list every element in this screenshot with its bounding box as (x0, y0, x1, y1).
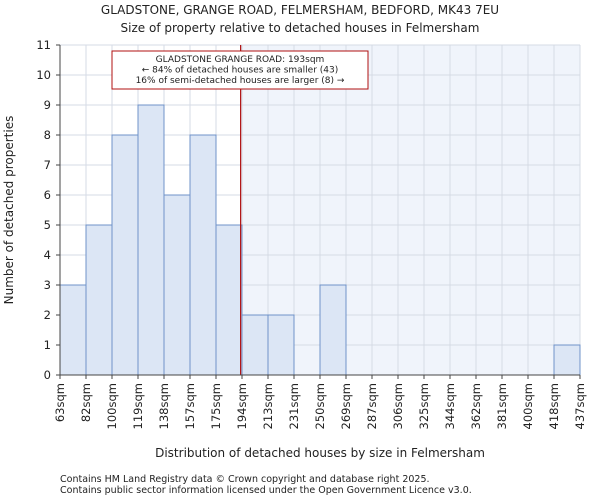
bars (59, 104, 581, 376)
y-tick-label: 11 (36, 38, 51, 52)
x-tick-labels: 63sqm 82sqm 100sqm 119sqm 138sqm 157sqm 175sqm… (53, 375, 587, 429)
x-tick-label: 269sqm (339, 383, 353, 429)
annotation-line-3: 16% of semi-detached houses are larger (… (136, 76, 345, 86)
x-tick-label: 381sqm (495, 383, 509, 429)
x-tick-label: 287sqm (365, 383, 379, 429)
annotation-line-1: GLADSTONE GRANGE ROAD: 193sqm (156, 55, 325, 65)
y-tick-labels: 0 1 2 3 4 5 6 7 8 9 10 11 (36, 38, 60, 382)
x-tick-label: 437sqm (573, 383, 587, 429)
bar-82sqm (85, 224, 113, 376)
y-tick-label: 8 (44, 128, 51, 142)
bar-119sqm (137, 104, 165, 376)
x-tick-label: 418sqm (547, 383, 561, 429)
y-axis-label: Number of detached properties (2, 116, 16, 305)
bar-100sqm (111, 134, 139, 376)
bar-418sqm (553, 344, 581, 376)
y-tick-label: 4 (44, 248, 51, 262)
annotation-line-2: ← 84% of detached houses are smaller (43… (142, 66, 339, 76)
x-tick-label: 194sqm (235, 383, 249, 429)
x-tick-label: 157sqm (183, 383, 197, 429)
x-tick-label: 250sqm (313, 383, 327, 429)
x-tick-label: 231sqm (287, 383, 301, 429)
x-tick-label: 100sqm (105, 383, 119, 429)
x-tick-label: 119sqm (131, 383, 145, 429)
y-tick-label: 1 (44, 338, 51, 352)
x-tick-label: 362sqm (469, 383, 483, 429)
y-tick-label: 5 (44, 218, 51, 232)
annotation-box (111, 50, 369, 90)
x-tick-label: 138sqm (157, 383, 171, 429)
bar-63sqm (59, 284, 87, 376)
bar-250sqm (319, 284, 347, 376)
x-tick-label: 213sqm (261, 383, 275, 429)
footer-line-1: Contains HM Land Registry data © Crown c… (60, 474, 430, 485)
x-tick-label: 400sqm (521, 383, 535, 429)
x-tick-label: 344sqm (443, 383, 457, 429)
larger-region-shading (240, 45, 580, 375)
chart-subtitle: Size of property relative to detached ho… (121, 21, 480, 35)
x-tick-label: 63sqm (53, 383, 67, 422)
bar-213sqm (267, 314, 295, 376)
x-tick-label: 306sqm (391, 383, 405, 429)
y-tick-label: 3 (44, 278, 51, 292)
footer-line-2: Contains public sector information licen… (60, 485, 472, 496)
x-axis-label: Distribution of detached houses by size … (155, 446, 485, 460)
bar-138sqm (163, 194, 191, 376)
x-tick-label: 175sqm (209, 383, 223, 429)
y-tick-label: 9 (44, 98, 51, 112)
bar-157sqm (189, 134, 217, 376)
y-tick-label: 0 (44, 368, 51, 382)
bar-194sqm (241, 314, 269, 376)
y-tick-label: 6 (44, 188, 51, 202)
x-tick-label: 82sqm (79, 383, 93, 422)
y-tick-label: 10 (36, 68, 51, 82)
property-annotation: GLADSTONE GRANGE ROAD: 193sqm ← 84% of d… (111, 50, 369, 90)
y-tick-label: 2 (44, 308, 51, 322)
x-tick-label: 325sqm (417, 383, 431, 429)
chart-title: GLADSTONE, GRANGE ROAD, FELMERSHAM, BEDF… (101, 3, 499, 17)
bar-175sqm (215, 224, 243, 376)
y-tick-label: 7 (44, 158, 51, 172)
